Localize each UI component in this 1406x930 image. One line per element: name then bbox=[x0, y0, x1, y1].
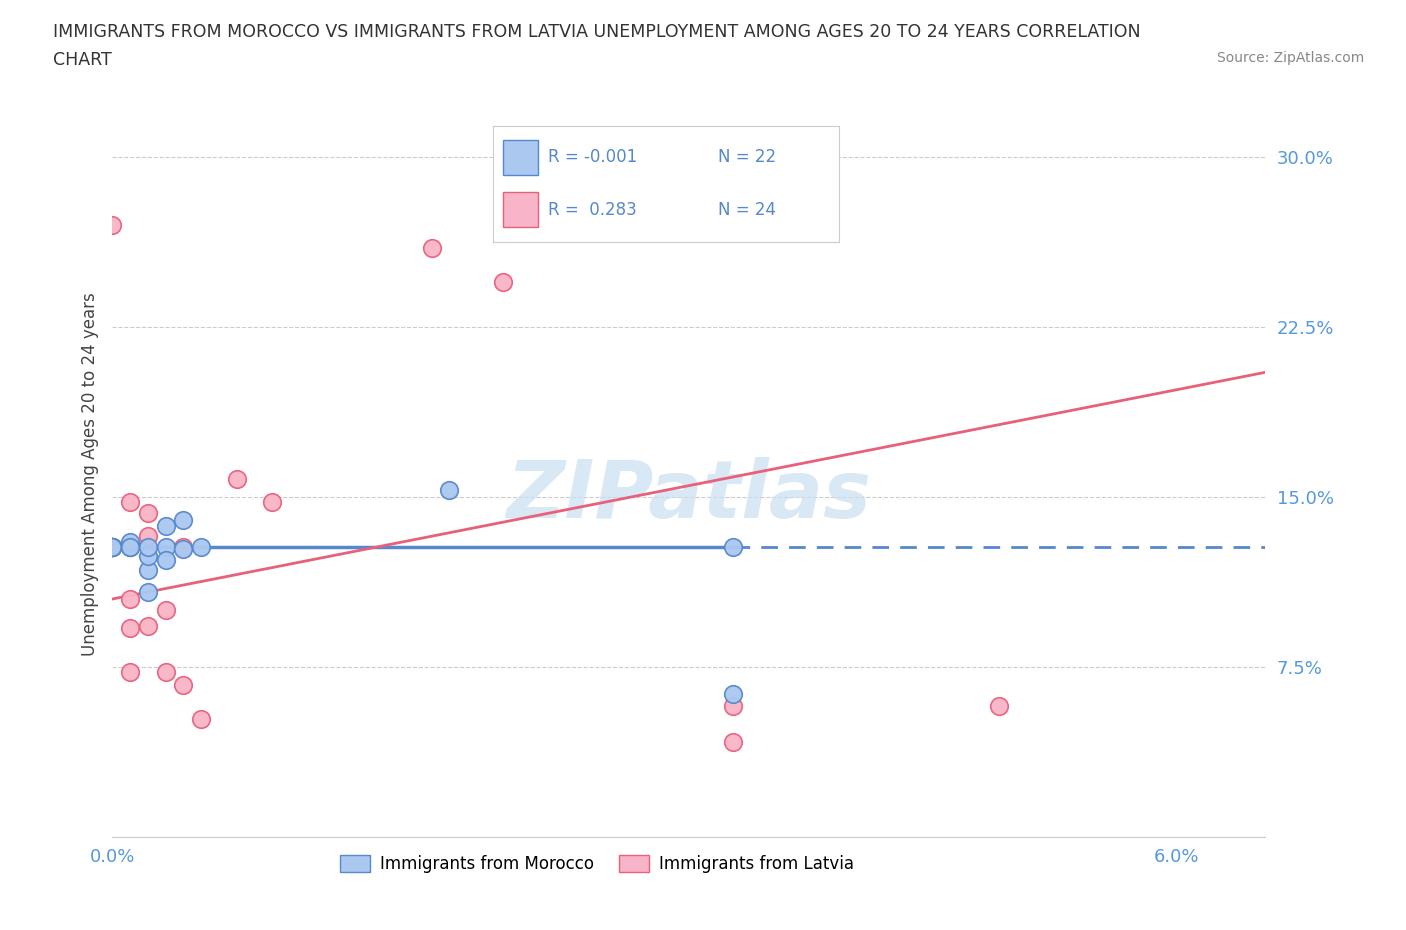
Point bbox=[136, 549, 159, 564]
Point bbox=[120, 539, 142, 554]
Point bbox=[101, 539, 124, 554]
Point bbox=[155, 519, 177, 534]
Point bbox=[723, 686, 745, 701]
Text: Source: ZipAtlas.com: Source: ZipAtlas.com bbox=[1216, 51, 1364, 65]
Point bbox=[723, 698, 745, 713]
Legend: Immigrants from Morocco, Immigrants from Latvia: Immigrants from Morocco, Immigrants from… bbox=[333, 848, 860, 880]
Point bbox=[723, 735, 745, 750]
Point bbox=[101, 218, 124, 232]
Point bbox=[155, 664, 177, 679]
Point bbox=[172, 678, 194, 693]
Point bbox=[172, 539, 194, 554]
Point bbox=[420, 240, 443, 255]
Point bbox=[172, 541, 194, 556]
Point bbox=[120, 539, 142, 554]
Point bbox=[155, 603, 177, 618]
Point bbox=[120, 535, 142, 550]
Point bbox=[190, 539, 212, 554]
Point bbox=[172, 512, 194, 527]
Point bbox=[136, 585, 159, 600]
Point bbox=[190, 711, 212, 726]
Point bbox=[101, 539, 124, 554]
Point bbox=[101, 539, 124, 554]
Point bbox=[136, 539, 159, 554]
Point bbox=[225, 472, 247, 486]
Point bbox=[262, 494, 284, 509]
Text: CHART: CHART bbox=[53, 51, 112, 69]
Point bbox=[120, 664, 142, 679]
Point bbox=[120, 591, 142, 606]
Point bbox=[136, 618, 159, 633]
Point bbox=[120, 621, 142, 636]
Point bbox=[988, 698, 1011, 713]
Point bbox=[155, 539, 177, 554]
Point bbox=[120, 539, 142, 554]
Point bbox=[439, 483, 461, 498]
Point bbox=[155, 553, 177, 568]
Point bbox=[101, 539, 124, 554]
Point bbox=[723, 539, 745, 554]
Point bbox=[101, 539, 124, 554]
Y-axis label: Unemployment Among Ages 20 to 24 years: Unemployment Among Ages 20 to 24 years bbox=[80, 292, 98, 657]
Text: IMMIGRANTS FROM MOROCCO VS IMMIGRANTS FROM LATVIA UNEMPLOYMENT AMONG AGES 20 TO : IMMIGRANTS FROM MOROCCO VS IMMIGRANTS FR… bbox=[53, 23, 1142, 41]
Point bbox=[101, 539, 124, 554]
Point bbox=[492, 274, 515, 289]
Point bbox=[101, 539, 124, 554]
Point bbox=[101, 539, 124, 554]
Point bbox=[136, 505, 159, 520]
Point bbox=[136, 562, 159, 577]
Point bbox=[136, 528, 159, 543]
Point bbox=[120, 494, 142, 509]
Text: ZIPatlas: ZIPatlas bbox=[506, 457, 872, 535]
Point bbox=[101, 539, 124, 554]
